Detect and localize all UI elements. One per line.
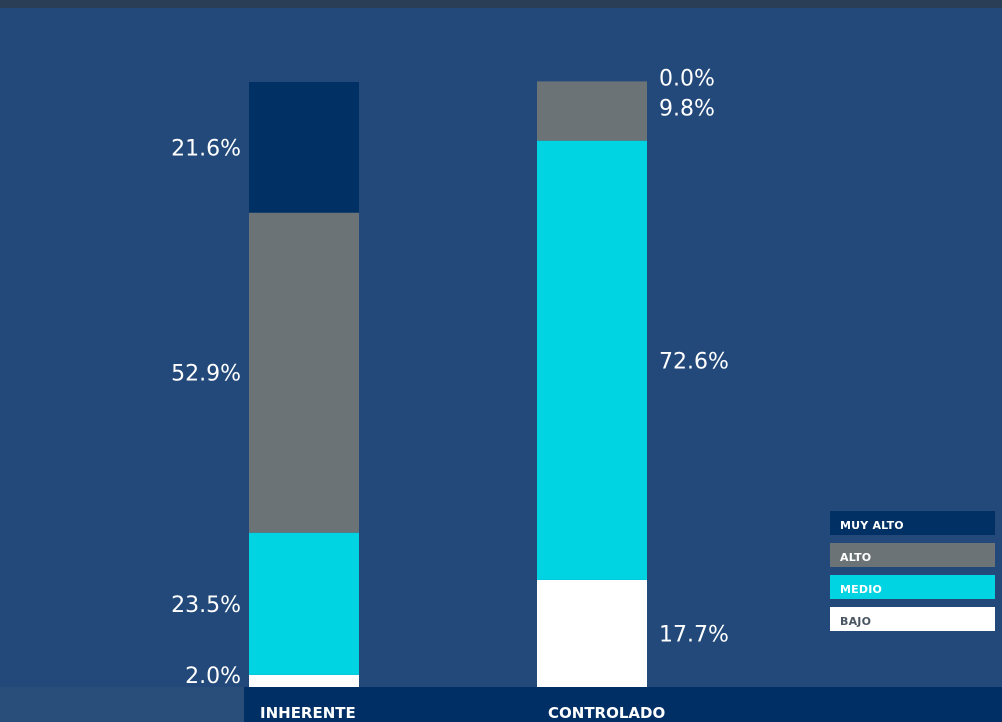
bar-segment-controlado-medio — [537, 140, 647, 580]
legend-item-medio: MEDIO — [830, 575, 995, 599]
legend-label: MEDIO — [840, 583, 883, 596]
value-label-inherente-bajo: 2.0% — [185, 664, 241, 689]
category-label-inherente: INHERENTE — [260, 704, 356, 722]
legend-item-muy-alto: MUY ALTO — [830, 511, 995, 535]
value-label-inherente-medio: 23.5% — [171, 593, 241, 618]
bar-segment-inherente-alto — [249, 212, 359, 533]
legend-label: ALTO — [840, 551, 872, 564]
category-label-controlado: CONTROLADO — [548, 704, 665, 722]
category-band — [244, 687, 1002, 722]
legend: MUY ALTO ALTO MEDIO BAJO — [830, 511, 995, 639]
category-band-left — [0, 687, 244, 722]
legend-label: BAJO — [840, 615, 872, 628]
value-label-controlado-muy-alto: 0.0% — [659, 66, 715, 91]
bar-segment-inherente-muy-alto — [249, 82, 359, 213]
bar-segment-inherente-bajo — [249, 674, 359, 687]
bar-segment-controlado-bajo — [537, 579, 647, 687]
value-label-controlado-medio: 72.6% — [659, 349, 729, 374]
top-border-strip — [0, 0, 1002, 8]
legend-label: MUY ALTO — [840, 519, 904, 532]
bar-segment-inherente-medio — [249, 532, 359, 675]
bar-segment-controlado-alto — [537, 81, 647, 141]
legend-item-bajo: BAJO — [830, 607, 995, 631]
legend-item-alto: ALTO — [830, 543, 995, 567]
value-label-inherente-muy-alto: 21.6% — [171, 136, 241, 161]
value-label-inherente-alto: 52.9% — [171, 362, 241, 387]
value-label-controlado-alto: 9.8% — [659, 96, 715, 121]
value-label-controlado-bajo: 17.7% — [659, 622, 729, 647]
